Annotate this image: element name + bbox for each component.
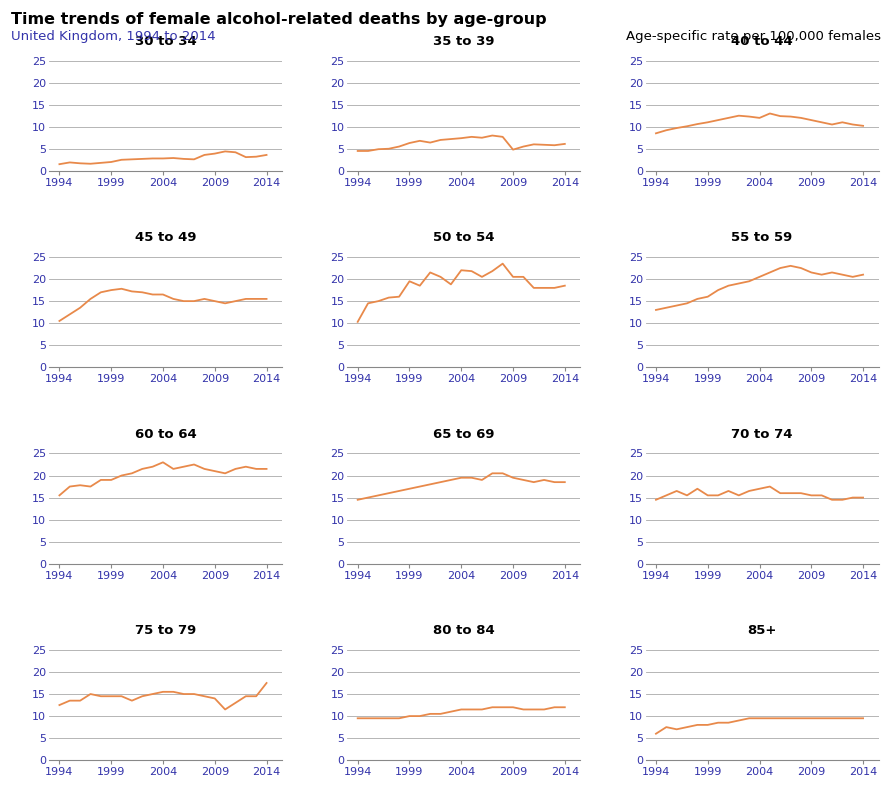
- Title: 55 to 59: 55 to 59: [731, 232, 793, 244]
- Text: United Kingdom, 1994 to 2014: United Kingdom, 1994 to 2014: [11, 30, 215, 43]
- Title: 50 to 54: 50 to 54: [434, 232, 494, 244]
- Title: 40 to 44: 40 to 44: [731, 35, 793, 48]
- Title: 35 to 39: 35 to 39: [434, 35, 494, 48]
- Title: 60 to 64: 60 to 64: [135, 427, 196, 441]
- Title: 30 to 34: 30 to 34: [135, 35, 196, 48]
- Title: 85+: 85+: [747, 624, 777, 637]
- Title: 75 to 79: 75 to 79: [135, 624, 196, 637]
- Title: 45 to 49: 45 to 49: [135, 232, 196, 244]
- Title: 70 to 74: 70 to 74: [731, 427, 793, 441]
- Text: Time trends of female alcohol-related deaths by age-group: Time trends of female alcohol-related de…: [11, 12, 546, 27]
- Title: 65 to 69: 65 to 69: [434, 427, 494, 441]
- Text: Age-specific rate per 100,000 females: Age-specific rate per 100,000 females: [626, 30, 881, 43]
- Title: 80 to 84: 80 to 84: [433, 624, 495, 637]
